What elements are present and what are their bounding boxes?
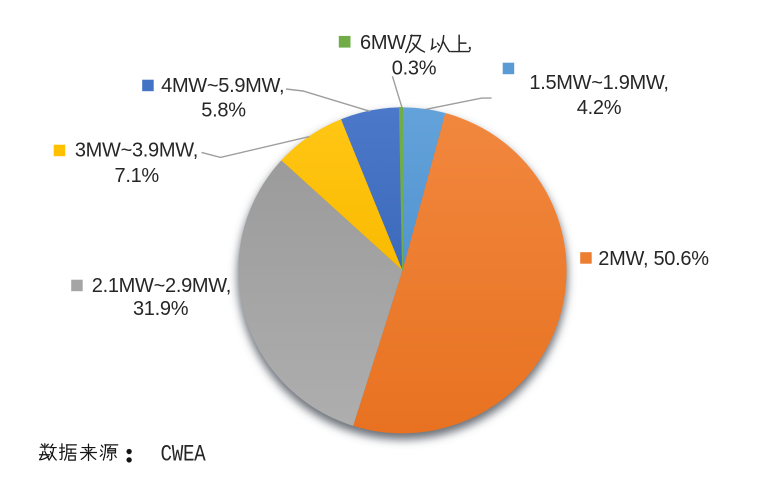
svg-text:7.1%: 7.1% [115, 165, 160, 187]
svg-text:5.8%: 5.8% [201, 100, 246, 122]
svg-text:2MW, 50.6%: 2MW, 50.6% [598, 248, 709, 270]
svg-text:1.5MW~1.9MW,: 1.5MW~1.9MW, [529, 72, 668, 94]
svg-text:CWEA: CWEA [161, 442, 206, 468]
svg-text:6MW: 6MW [360, 32, 406, 54]
svg-text:4.2%: 4.2% [577, 97, 622, 119]
svg-text:3MW~3.9MW,: 3MW~3.9MW, [75, 139, 198, 161]
svg-text:,: , [467, 32, 472, 54]
svg-text:2.1MW~2.9MW,: 2.1MW~2.9MW, [92, 275, 231, 297]
svg-text:31.9%: 31.9% [133, 298, 189, 320]
svg-text:4MW~5.9MW,: 4MW~5.9MW, [161, 75, 284, 97]
svg-text:0.3%: 0.3% [392, 57, 437, 79]
